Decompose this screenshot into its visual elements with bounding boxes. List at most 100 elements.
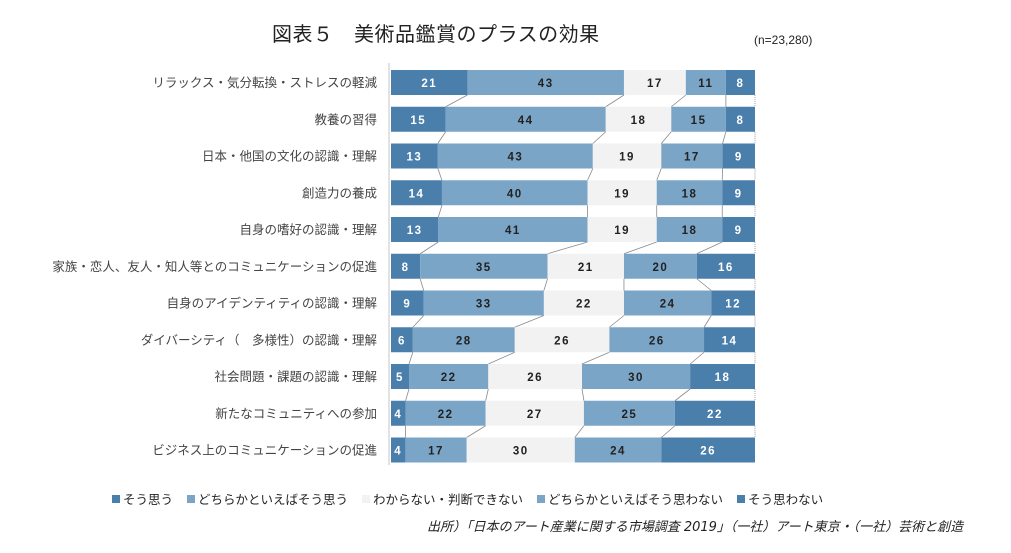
bar-segment [420, 253, 548, 279]
data-label: 25 [622, 409, 638, 421]
data-label: 19 [614, 188, 630, 200]
category-label: 自身のアイデンティティの認識・理解 [167, 296, 377, 311]
connector-line [656, 168, 662, 181]
chart-title: 図表５ 美術品鑑賞のプラスの効果 [272, 22, 600, 46]
category-labels: リラックス・気分転換・ストレスの軽減教養の習得日本・他国の文化の認識・理解創造力… [52, 75, 377, 458]
bar-segment [485, 400, 584, 426]
legend-swatch [737, 494, 746, 503]
data-label: 18 [682, 188, 698, 200]
legend-item: そう思わない [737, 489, 823, 508]
bar-segment [412, 327, 515, 353]
bar-segment [409, 364, 489, 389]
legend-label: そう思わない [748, 492, 824, 507]
connector-line [703, 315, 712, 328]
bar-segment [605, 106, 672, 132]
bar-segment [423, 290, 544, 316]
bar-segment [587, 217, 657, 242]
connector-line [609, 315, 625, 328]
data-label: 6 [398, 335, 406, 347]
connector-line [696, 241, 723, 255]
category-label: 社会問題・課題の認識・理解 [214, 369, 377, 384]
data-label: 41 [505, 225, 521, 237]
bar-segment [582, 364, 691, 389]
bar-segment [609, 327, 705, 353]
data-label: 9 [735, 152, 743, 164]
data-label: 5 [396, 372, 404, 384]
bar-segment [661, 143, 723, 169]
bar-row: 13 41 19 18 9 [391, 217, 755, 242]
data-label: 4 [394, 446, 402, 458]
data-label: 30 [628, 372, 644, 384]
data-label: 4 [394, 409, 402, 421]
bar-segment [405, 400, 486, 426]
data-label: 22 [576, 299, 592, 311]
bar-segment [391, 180, 442, 206]
bar-segment [547, 253, 624, 279]
data-label: 26 [527, 372, 543, 384]
source-note: 出所）「日本のアート産業に関する市場調査 2019」（一社）アート東京・（一社）… [427, 520, 964, 535]
bar-segment [725, 70, 755, 95]
data-label: 8 [736, 78, 744, 90]
data-label: 17 [428, 446, 444, 458]
data-label: 26 [700, 446, 716, 458]
connector-line [696, 278, 712, 291]
data-label: 43 [538, 78, 554, 90]
connector-line [660, 131, 672, 144]
category-label: ビジネス上のコミュニケーションの促進 [152, 443, 377, 458]
bar-segment [587, 180, 657, 206]
legend-swatch [187, 494, 196, 503]
data-label: 22 [438, 409, 454, 421]
bar-segment [690, 364, 755, 389]
data-label: 33 [476, 299, 492, 311]
bar-segment [674, 400, 755, 426]
data-label: 17 [684, 152, 700, 164]
bar-segment [685, 70, 726, 95]
bar-row: 9 33 22 24 12 [391, 290, 755, 316]
data-label: 43 [507, 152, 523, 164]
legend-item: そう思う [112, 489, 173, 508]
bar-segment [405, 437, 467, 463]
bar-segment [725, 106, 755, 132]
bar-row: 21 43 17 11 8 [391, 70, 755, 95]
legend-label: わからない・判断できない [373, 492, 524, 507]
connector-line [671, 94, 687, 108]
data-label: 18 [631, 115, 647, 127]
bar-segment [391, 400, 406, 426]
bar-row: 13 43 19 17 9 [391, 143, 755, 169]
data-label: 18 [682, 225, 698, 237]
data-label: 13 [407, 225, 423, 237]
bar-segment [391, 290, 424, 316]
data-label: 21 [578, 262, 594, 274]
connector-line [445, 94, 468, 108]
category-label: 新たなコミュニティへの参加 [215, 406, 377, 421]
bar-segment [445, 106, 606, 132]
connector-line [419, 278, 425, 291]
bar-row: 4 17 30 24 26 [391, 437, 755, 463]
bar-segment [623, 70, 686, 95]
bar-segment [391, 364, 410, 389]
bar-row: 14 40 19 18 9 [391, 180, 755, 206]
bar-segment [711, 290, 755, 316]
category-label: 創造力の養成 [302, 185, 377, 200]
bar-segment [467, 70, 624, 95]
data-label: 22 [441, 372, 457, 384]
bar-segment [438, 217, 588, 242]
bar-segment [592, 143, 662, 169]
data-label: 16 [718, 262, 734, 274]
legend-item: どちらかといえばそう思う [187, 489, 348, 508]
data-label: 22 [707, 409, 723, 421]
bar-segment [671, 106, 726, 132]
connector-line [574, 425, 585, 438]
data-label: 12 [725, 299, 741, 311]
bar-segment [574, 437, 662, 463]
data-label: 30 [513, 446, 529, 458]
connector-line [689, 351, 705, 365]
category-label: 日本・他国の文化の認識・理解 [202, 149, 377, 164]
data-label: 9 [403, 299, 411, 311]
legend-label: どちらかといえばそう思う [198, 492, 349, 507]
connector-line [437, 168, 443, 181]
data-label: 9 [735, 225, 743, 237]
connector-lines [405, 94, 756, 438]
bar-segment [661, 437, 755, 463]
bar-segment [514, 327, 610, 353]
